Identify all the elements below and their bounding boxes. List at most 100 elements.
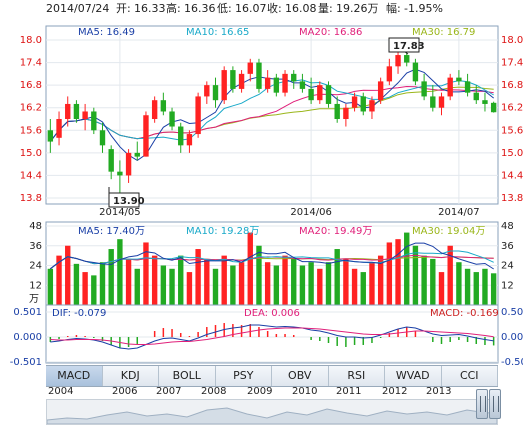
volume-tick-left: 36 xyxy=(29,241,42,252)
candle-body xyxy=(438,96,445,108)
tab-obv[interactable]: OBV xyxy=(272,366,329,386)
candle-body xyxy=(360,96,366,112)
time-navigator[interactable] xyxy=(46,399,498,425)
volume-bar xyxy=(291,258,297,305)
price-tick-left: 15.6 xyxy=(20,125,42,136)
macd-legend-dea: DEA: 0.006 xyxy=(244,308,300,319)
year-label: 2012 xyxy=(382,386,408,397)
macd-tick-left: -0.501 xyxy=(10,357,42,368)
header-volume-label: 量: xyxy=(318,2,333,15)
candle-body xyxy=(334,103,340,119)
candle-body xyxy=(134,152,140,157)
volume-bar xyxy=(464,268,471,305)
candle-body xyxy=(151,100,158,119)
vol-legend-ma10: MA10: 19.28万 xyxy=(186,226,259,237)
header-change-label: 幅: xyxy=(386,2,401,15)
price-ma10-line xyxy=(49,79,494,142)
tab-wvad[interactable]: WVAD xyxy=(385,366,442,386)
candle-body xyxy=(343,107,349,119)
volume-bar xyxy=(456,262,462,305)
volume-bar xyxy=(178,255,184,305)
volume-bars xyxy=(47,232,497,305)
vol-legend-ma30: MA30: 19.04万 xyxy=(412,226,485,237)
price-tick-left: 14.4 xyxy=(20,170,42,181)
volume-ma5-line xyxy=(49,242,494,270)
header-open-label: 开: xyxy=(116,2,131,15)
volume-bar xyxy=(82,272,88,305)
volume-tick-right: 36 xyxy=(501,241,514,252)
moving-average-lines xyxy=(49,68,495,161)
volume-bar xyxy=(134,268,140,305)
candle-body xyxy=(464,81,471,93)
header-close: 16.08 xyxy=(285,2,317,15)
candle-body xyxy=(395,55,401,67)
header-volume: 19.26万 xyxy=(336,2,379,15)
x-tick-label: 2014/07 xyxy=(438,207,480,218)
volume-bar xyxy=(73,263,80,305)
legend-ma5: MA5: 16.49 xyxy=(78,27,135,38)
price-tick-right: 14.4 xyxy=(501,170,523,181)
candle-body xyxy=(412,62,419,82)
volume-bar xyxy=(299,265,306,305)
header-low-label: 低: xyxy=(217,2,232,15)
candle-body xyxy=(386,66,393,82)
price-tick-right: 15.0 xyxy=(501,148,523,159)
tab-psy[interactable]: PSY xyxy=(216,366,272,386)
candle-body xyxy=(325,85,332,104)
candle-body xyxy=(47,130,54,142)
volume-bar xyxy=(438,272,445,305)
header-low: 16.07 xyxy=(235,2,267,15)
indicator-tabs: MACD KDJ BOLL PSY OBV RSI WVAD CCI xyxy=(46,365,498,387)
macd-dea-line xyxy=(50,327,494,345)
macd-tick-right: 0.501 xyxy=(501,307,523,318)
year-label: 2007 xyxy=(156,386,182,397)
volume-bar xyxy=(65,245,71,305)
candle-body xyxy=(178,126,184,146)
volume-bar xyxy=(386,242,393,305)
tab-cci[interactable]: CCI xyxy=(442,366,498,386)
volume-y-axis: 48 48 36 36 24 24 12 12 xyxy=(29,221,513,291)
year-label: 2006 xyxy=(112,386,138,397)
candle-body xyxy=(230,70,236,89)
candle-body xyxy=(264,77,271,89)
volume-bar xyxy=(473,272,479,305)
navigator-sparkline xyxy=(47,407,497,424)
candle-body xyxy=(195,96,201,135)
price-y-axis: 18.0 18.0 17.4 17.4 16.8 16.8 16.2 16.2 15.6 15.6… xyxy=(20,35,523,204)
tab-kdj[interactable]: KDJ xyxy=(103,366,159,386)
header-high-label: 高: xyxy=(166,1,181,15)
header-date: 2014/07/24 xyxy=(46,2,109,15)
volume-bar xyxy=(125,258,132,305)
price-tick-right: 16.8 xyxy=(501,80,523,91)
year-label: 2008 xyxy=(201,386,227,397)
volume-bar xyxy=(169,268,175,305)
navigator-right-handle[interactable] xyxy=(489,389,501,419)
volume-bar xyxy=(490,273,497,305)
macd-legend-dif: DIF: -0.079 xyxy=(52,308,106,319)
macd-tick-left: 0.000 xyxy=(13,332,42,343)
navigator-left-handle[interactable] xyxy=(476,389,488,419)
price-tick-left: 18.0 xyxy=(20,35,42,46)
volume-bar xyxy=(447,245,453,305)
tab-boll[interactable]: BOLL xyxy=(159,366,216,386)
vol-legend-ma5: MA5: 17.40万 xyxy=(78,226,145,237)
candle-body xyxy=(169,111,175,127)
volume-bar xyxy=(325,262,332,305)
candle-body xyxy=(404,55,410,63)
tab-rsi[interactable]: RSI xyxy=(329,366,385,386)
volume-bar xyxy=(195,249,201,305)
price-x-axis: 2014/05 2014/06 2014/07 xyxy=(99,207,480,218)
volume-bar xyxy=(273,265,280,305)
candle-body xyxy=(308,88,314,101)
tab-macd[interactable]: MACD xyxy=(46,366,103,386)
price-tick-right: 13.8 xyxy=(501,193,523,204)
volume-bar xyxy=(404,232,410,305)
price-tick-left: 13.8 xyxy=(20,193,42,204)
legend-ma30: MA30: 16.79 xyxy=(412,27,475,38)
volume-bar xyxy=(412,245,419,305)
max-label: 17.83 xyxy=(393,41,425,52)
candle-body xyxy=(238,73,245,89)
volume-bar xyxy=(421,255,427,305)
header-high: 16.36 xyxy=(184,2,216,15)
x-tick-label: 2014/06 xyxy=(290,207,332,218)
